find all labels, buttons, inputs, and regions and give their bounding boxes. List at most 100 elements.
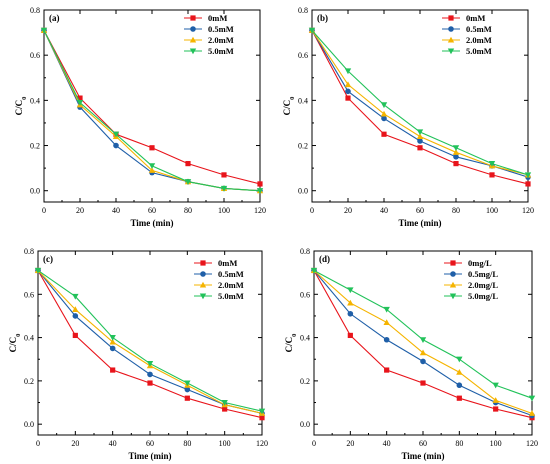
- plot-frame: [311, 9, 529, 203]
- data-point: [344, 81, 352, 88]
- plot-frame: [313, 250, 533, 436]
- data-point: [524, 172, 532, 179]
- y-tick-label: 0.0: [298, 187, 308, 196]
- x-tick-label: 100: [486, 206, 498, 215]
- data-point: [257, 181, 263, 187]
- chart-panel-3: 0 20 40 60 80 100 120 0.0 0.2 0.4 0.6 0.8 Time (min)…: [8, 247, 268, 461]
- legend-marker: [190, 15, 196, 21]
- legend-label: 0.5mM: [466, 24, 492, 34]
- series-4: [40, 27, 264, 194]
- data-point: [72, 332, 78, 339]
- data-point: [76, 100, 84, 106]
- x-axis-title: Time (min): [398, 218, 441, 228]
- data-point: [453, 154, 459, 160]
- data-point: [109, 335, 116, 341]
- data-point: [419, 349, 427, 356]
- data-point: [347, 299, 354, 306]
- legend-marker: [450, 271, 456, 277]
- data-point: [489, 172, 495, 178]
- panel-label: (c): [43, 254, 53, 264]
- x-tick-label: 20: [346, 439, 354, 448]
- data-point: [184, 395, 190, 401]
- y-tick-label: 0.0: [30, 187, 40, 196]
- x-tick-label: 0: [36, 439, 40, 448]
- legend: 0mg/L0.5mg/L2.0mg/L5.0mg/L: [444, 258, 498, 301]
- data-point: [221, 399, 228, 406]
- y-tick-label: 0.6: [298, 51, 308, 60]
- y-tick-label: 0.4: [300, 334, 310, 343]
- panel-label: (d): [319, 254, 330, 264]
- y-tick-label: 0.6: [30, 51, 40, 60]
- data-point: [256, 188, 264, 194]
- data-point: [72, 306, 79, 313]
- x-tick-label: 20: [344, 206, 352, 215]
- series-4: [308, 27, 532, 179]
- x-tick-label: 100: [490, 439, 502, 448]
- data-point: [148, 167, 156, 173]
- data-point: [453, 161, 459, 167]
- data-point: [381, 115, 387, 122]
- data-point: [220, 185, 228, 192]
- y-tick-label: 0.8: [298, 6, 308, 15]
- legend-marker: [450, 260, 456, 266]
- x-tick-label: 120: [256, 439, 268, 448]
- data-point: [310, 267, 318, 274]
- data-point: [184, 380, 191, 387]
- x-tick-label: 60: [416, 206, 424, 215]
- x-tick-label: 0: [42, 206, 46, 215]
- data-point: [347, 287, 354, 294]
- data-point: [416, 133, 424, 140]
- x-tick-label: 40: [112, 206, 120, 215]
- data-point: [383, 306, 390, 313]
- data-point: [456, 395, 462, 401]
- y-tick-label: 0.2: [30, 142, 40, 151]
- x-axis-title: Time (min): [130, 218, 173, 228]
- data-point: [380, 110, 388, 117]
- data-point: [420, 358, 426, 365]
- legend-marker: [448, 26, 454, 32]
- data-point: [72, 293, 79, 300]
- data-point: [380, 102, 388, 109]
- legend-label: 5.0mM: [218, 291, 244, 301]
- panel-label: (b): [317, 13, 328, 23]
- y-tick-label: 0.4: [30, 96, 40, 105]
- data-point: [259, 415, 265, 421]
- legend-label: 2.0mM: [466, 35, 492, 45]
- x-tick-label: 80: [452, 206, 460, 215]
- legend-label: 2.0mg/L: [468, 280, 498, 290]
- series-2: [311, 267, 535, 419]
- y-tick-label: 0.0: [24, 420, 34, 429]
- legend-marker: [199, 281, 207, 288]
- legend-marker: [200, 271, 206, 277]
- series-line: [311, 30, 529, 178]
- legend-marker: [449, 293, 457, 300]
- x-tick-label: 0: [310, 206, 314, 215]
- data-point: [488, 161, 496, 167]
- legend-marker: [448, 15, 454, 21]
- data-point: [347, 332, 353, 339]
- x-tick-label: 120: [526, 439, 538, 448]
- y-tick-label: 0.4: [24, 334, 34, 343]
- data-point: [146, 361, 154, 367]
- legend-label: 2.0mM: [208, 35, 234, 45]
- data-point: [149, 145, 155, 151]
- data-point: [147, 380, 153, 386]
- x-tick-label: 60: [148, 206, 156, 215]
- data-point: [77, 95, 83, 101]
- x-tick-label: 80: [455, 439, 463, 448]
- x-tick-label: 120: [254, 206, 266, 215]
- x-tick-label: 80: [184, 206, 192, 215]
- y-axis-title: C/C0: [282, 97, 296, 116]
- y-axis-title: C/C0: [8, 334, 22, 353]
- data-point: [456, 369, 463, 375]
- data-point: [110, 367, 116, 373]
- x-tick-label: 60: [419, 439, 427, 448]
- data-point: [109, 345, 116, 352]
- series-3: [310, 267, 536, 416]
- series-4: [34, 267, 266, 415]
- legend-marker: [189, 36, 197, 43]
- data-point: [420, 380, 426, 386]
- x-axis-title: Time (min): [128, 451, 171, 461]
- data-point: [417, 138, 423, 144]
